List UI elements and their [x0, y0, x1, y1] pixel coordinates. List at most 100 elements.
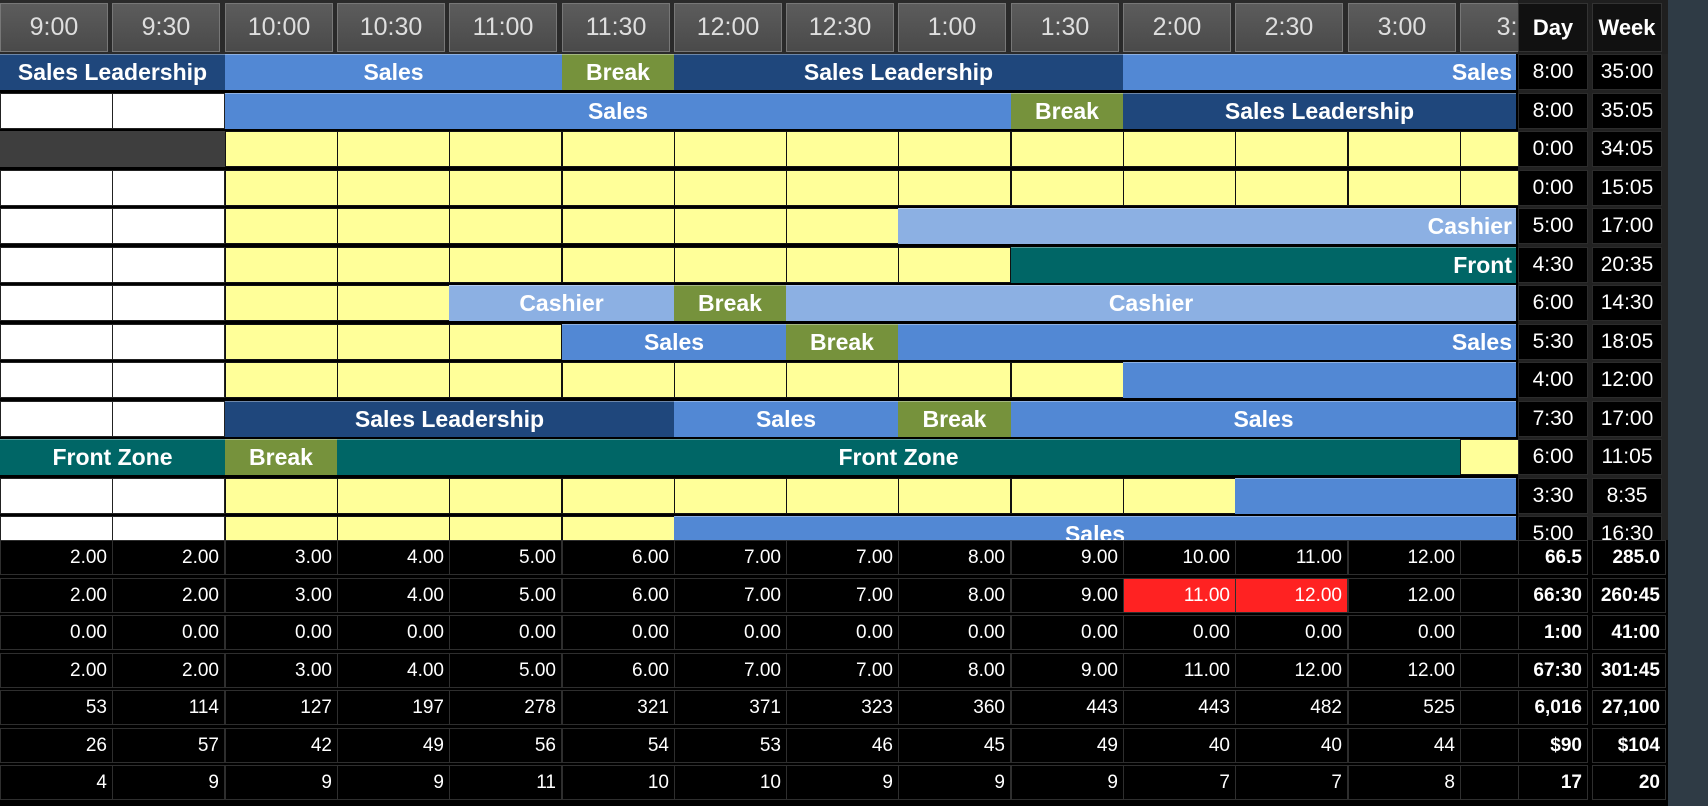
schedule-slot[interactable]	[112, 478, 225, 514]
schedule-slot[interactable]	[337, 516, 450, 540]
schedule-slot[interactable]	[1460, 131, 1518, 167]
schedule-slot[interactable]	[112, 324, 225, 360]
schedule-slot[interactable]	[449, 478, 562, 514]
schedule-slot[interactable]	[337, 131, 450, 167]
shift-bar-break[interactable]: Break	[225, 439, 337, 475]
schedule-slot[interactable]	[112, 131, 225, 167]
schedule-slot[interactable]	[449, 170, 562, 206]
shift-bar-front[interactable]: Front Zone	[337, 439, 1460, 475]
schedule-slot[interactable]	[674, 170, 787, 206]
schedule-slot[interactable]	[0, 131, 113, 167]
shift-bar-sales[interactable]	[1235, 478, 1516, 514]
schedule-slot[interactable]	[112, 208, 225, 244]
schedule-slot[interactable]	[674, 131, 787, 167]
schedule-slot[interactable]	[562, 208, 675, 244]
scrollbar-track[interactable]	[1668, 0, 1708, 806]
schedule-slot[interactable]	[898, 478, 1011, 514]
schedule-slot[interactable]	[786, 131, 899, 167]
schedule-slot[interactable]	[898, 170, 1011, 206]
schedule-slot[interactable]	[0, 247, 113, 283]
shift-bar-break[interactable]: Break	[674, 285, 786, 321]
schedule-slot[interactable]	[112, 247, 225, 283]
shift-bar-break[interactable]: Break	[562, 54, 674, 90]
schedule-slot[interactable]	[225, 247, 338, 283]
schedule-slot[interactable]	[1011, 131, 1124, 167]
schedule-slot[interactable]	[0, 401, 113, 437]
schedule-slot[interactable]	[337, 208, 450, 244]
schedule-slot[interactable]	[0, 478, 113, 514]
schedule-slot[interactable]	[225, 478, 338, 514]
week-total-header[interactable]: Week	[1592, 3, 1662, 52]
shift-bar-cashier[interactable]: Cashier	[898, 208, 1516, 244]
shift-bar-front[interactable]: Front	[1011, 247, 1516, 283]
schedule-slot[interactable]	[1235, 170, 1348, 206]
shift-bar-leadership[interactable]: Sales Leadership	[225, 401, 674, 437]
day-total-header[interactable]: Day	[1518, 3, 1588, 52]
shift-bar-leadership[interactable]: Sales Leadership	[0, 54, 225, 90]
schedule-slot[interactable]	[562, 131, 675, 167]
shift-bar-sales[interactable]: Sales	[674, 516, 1516, 540]
schedule-slot[interactable]	[337, 285, 450, 321]
schedule-slot[interactable]	[786, 362, 899, 398]
schedule-slot[interactable]	[562, 516, 675, 540]
schedule-slot[interactable]	[337, 362, 450, 398]
schedule-slot[interactable]	[1123, 478, 1236, 514]
schedule-slot[interactable]	[562, 362, 675, 398]
schedule-slot[interactable]	[786, 170, 899, 206]
shift-bar-sales[interactable]: Sales	[225, 93, 1011, 129]
schedule-slot[interactable]	[225, 131, 338, 167]
shift-bar-cashier[interactable]: Cashier	[786, 285, 1516, 321]
schedule-slot[interactable]	[562, 478, 675, 514]
schedule-slot[interactable]	[449, 131, 562, 167]
schedule-slot[interactable]	[786, 478, 899, 514]
schedule-slot[interactable]	[1011, 170, 1124, 206]
schedule-slot[interactable]	[225, 285, 338, 321]
schedule-slot[interactable]	[1123, 131, 1236, 167]
schedule-slot[interactable]	[0, 208, 113, 244]
schedule-slot[interactable]	[0, 170, 113, 206]
schedule-slot[interactable]	[0, 93, 113, 129]
schedule-slot[interactable]	[674, 208, 787, 244]
schedule-slot[interactable]	[562, 247, 675, 283]
schedule-slot[interactable]	[786, 247, 899, 283]
shift-bar-sales[interactable]: Sales	[674, 401, 898, 437]
shift-bar-break[interactable]: Break	[786, 324, 898, 360]
shift-bar-sales[interactable]: Sales	[898, 324, 1516, 360]
shift-bar-sales[interactable]: Sales	[1123, 54, 1516, 90]
shift-bar-cashier[interactable]: Cashier	[449, 285, 674, 321]
schedule-slot[interactable]	[1011, 478, 1124, 514]
schedule-slot[interactable]	[337, 170, 450, 206]
schedule-slot[interactable]	[449, 516, 562, 540]
shift-bar-break[interactable]: Break	[1011, 93, 1123, 129]
schedule-slot[interactable]	[0, 362, 113, 398]
schedule-slot[interactable]	[1235, 131, 1348, 167]
schedule-slot[interactable]	[112, 285, 225, 321]
schedule-slot[interactable]	[1011, 362, 1124, 398]
schedule-slot[interactable]	[674, 478, 787, 514]
schedule-slot[interactable]	[225, 324, 338, 360]
schedule-slot[interactable]	[0, 516, 113, 540]
shift-bar-leadership[interactable]: Sales Leadership	[1123, 93, 1516, 129]
schedule-slot[interactable]	[562, 170, 675, 206]
schedule-slot[interactable]	[112, 401, 225, 437]
shift-bar-break[interactable]: Break	[898, 401, 1011, 437]
schedule-slot[interactable]	[337, 324, 450, 360]
schedule-slot[interactable]	[337, 478, 450, 514]
schedule-slot[interactable]	[449, 362, 562, 398]
schedule-slot[interactable]	[112, 170, 225, 206]
schedule-slot[interactable]	[112, 516, 225, 540]
schedule-slot[interactable]	[674, 362, 787, 398]
schedule-slot[interactable]	[1348, 131, 1461, 167]
shift-bar-sales[interactable]: Sales	[562, 324, 786, 360]
schedule-slot[interactable]	[225, 208, 338, 244]
schedule-grid[interactable]: Sales Leadership Sales Break Sales Leadersh…	[0, 54, 1518, 540]
schedule-slot[interactable]	[898, 131, 1011, 167]
shift-bar-sales[interactable]: Sales	[225, 54, 562, 90]
schedule-slot[interactable]	[786, 208, 899, 244]
shift-bar-front[interactable]: Front Zone	[0, 439, 225, 475]
schedule-slot[interactable]	[0, 324, 113, 360]
schedule-slot[interactable]	[898, 362, 1011, 398]
schedule-slot[interactable]	[337, 247, 450, 283]
schedule-slot[interactable]	[112, 93, 225, 129]
schedule-slot[interactable]	[225, 170, 338, 206]
